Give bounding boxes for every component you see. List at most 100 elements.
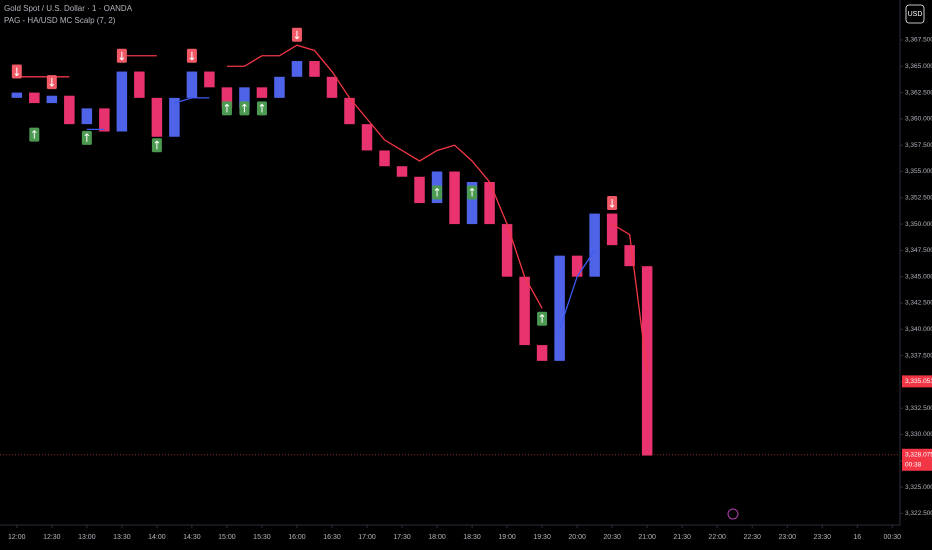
currency-label[interactable]: USD xyxy=(908,11,923,18)
candle xyxy=(81,108,93,125)
sell-signal-arrow xyxy=(294,30,300,40)
x-tick-label: 13:30 xyxy=(113,534,131,541)
price-label-box xyxy=(902,375,932,388)
x-tick-label: 21:30 xyxy=(673,534,691,541)
candle xyxy=(326,76,338,98)
y-tick-label: 3,345.000 xyxy=(905,273,932,280)
price-label: 3,328.075 xyxy=(905,451,932,458)
x-tick-label: 20:30 xyxy=(603,534,621,541)
buy-signal-arrow xyxy=(84,133,90,142)
x-tick-label: 12:00 xyxy=(8,534,26,541)
candle xyxy=(29,92,40,104)
y-tick-label: 3,342.500 xyxy=(905,300,932,307)
x-tick-label: 16 xyxy=(853,534,861,541)
sell-signal-arrow xyxy=(609,199,615,208)
candle xyxy=(396,166,408,177)
x-tick-label: 19:30 xyxy=(533,534,551,541)
x-tick-label: 18:00 xyxy=(428,534,446,541)
trailing-stop-line xyxy=(611,223,648,372)
candle xyxy=(519,276,530,346)
x-tick-label: 18:30 xyxy=(463,534,481,541)
y-tick-label: 3,332.500 xyxy=(905,405,932,412)
candle xyxy=(449,171,460,225)
candle xyxy=(221,87,233,109)
x-tick-label: 20:00 xyxy=(568,534,586,541)
candle xyxy=(571,255,583,277)
candle xyxy=(589,213,600,277)
candle xyxy=(536,345,548,361)
y-tick-label: 3,325.000 xyxy=(905,484,932,491)
x-tick-label: 16:30 xyxy=(323,534,341,541)
y-tick-label: 3,362.500 xyxy=(905,89,932,96)
buy-signal-arrow xyxy=(469,187,475,197)
x-tick-label: 15:00 xyxy=(218,534,236,541)
buy-signal-arrow xyxy=(539,314,545,323)
x-tick-label: 23:00 xyxy=(778,534,796,541)
candle xyxy=(466,182,478,225)
y-tick-label: 3,347.500 xyxy=(905,247,932,254)
candle xyxy=(361,124,373,151)
x-tick-label: 17:00 xyxy=(358,534,376,541)
buy-signal-arrow xyxy=(259,103,265,113)
x-tick-label: 14:30 xyxy=(183,534,201,541)
x-tick-label: 23:30 xyxy=(813,534,831,541)
sell-signal-arrow xyxy=(49,78,55,87)
y-tick-label: 3,322.500 xyxy=(905,510,932,517)
candle xyxy=(204,71,215,88)
event-icon[interactable] xyxy=(727,508,739,520)
price-label: 3,335.051 xyxy=(905,378,932,385)
candle xyxy=(46,95,58,104)
candle xyxy=(151,97,163,137)
buy-signal-arrow xyxy=(242,103,247,113)
candle xyxy=(169,97,180,137)
candle xyxy=(641,266,653,456)
candle xyxy=(624,245,635,267)
candle xyxy=(309,61,320,77)
x-tick-label: 00:30 xyxy=(884,534,902,541)
candle xyxy=(116,71,128,132)
buy-signal-arrow xyxy=(224,103,230,113)
candle xyxy=(291,61,303,77)
candle xyxy=(99,108,110,132)
y-tick-label: 3,357.500 xyxy=(905,142,932,149)
candle xyxy=(501,224,513,277)
candle xyxy=(64,95,75,125)
candle xyxy=(606,213,618,246)
y-tick-label: 3,330.000 xyxy=(905,431,932,438)
y-tick-label: 3,337.500 xyxy=(905,352,932,359)
y-tick-label: 3,367.500 xyxy=(905,37,932,44)
x-tick-label: 17:30 xyxy=(393,534,411,541)
y-tick-label: 3,350.000 xyxy=(905,221,932,228)
sell-signal-arrow xyxy=(14,67,20,77)
trailing-stop-line xyxy=(226,44,543,309)
price-label-box xyxy=(902,448,932,471)
candle xyxy=(186,71,198,98)
buy-signal-arrow xyxy=(31,129,37,139)
candle xyxy=(274,76,285,98)
buy-signal-arrow xyxy=(434,187,440,197)
x-tick-label: 12:30 xyxy=(43,534,61,541)
y-tick-label: 3,365.000 xyxy=(905,63,932,70)
y-tick-label: 3,360.000 xyxy=(905,116,932,123)
x-tick-label: 22:30 xyxy=(743,534,761,541)
chart-title: Gold Spot / U.S. Dollar · 1 · OANDA xyxy=(4,4,133,13)
trailing-stop-line xyxy=(174,97,210,104)
candle xyxy=(134,71,145,98)
x-tick-label: 13:00 xyxy=(78,534,96,541)
x-tick-label: 21:00 xyxy=(638,534,656,541)
candle xyxy=(484,182,495,225)
x-tick-label: 15:30 xyxy=(253,534,271,541)
currency-button[interactable] xyxy=(905,4,925,24)
x-tick-label: 22:00 xyxy=(708,534,726,541)
candle xyxy=(344,97,355,125)
y-tick-label: 3,340.000 xyxy=(905,326,932,333)
x-tick-label: 16:00 xyxy=(288,534,306,541)
candle xyxy=(414,176,425,204)
candle xyxy=(379,150,390,167)
x-tick-label: 19:00 xyxy=(498,534,516,541)
y-tick-label: 3,352.500 xyxy=(905,195,932,202)
sell-signal-arrow xyxy=(189,51,195,61)
buy-signal-arrow xyxy=(154,140,160,150)
